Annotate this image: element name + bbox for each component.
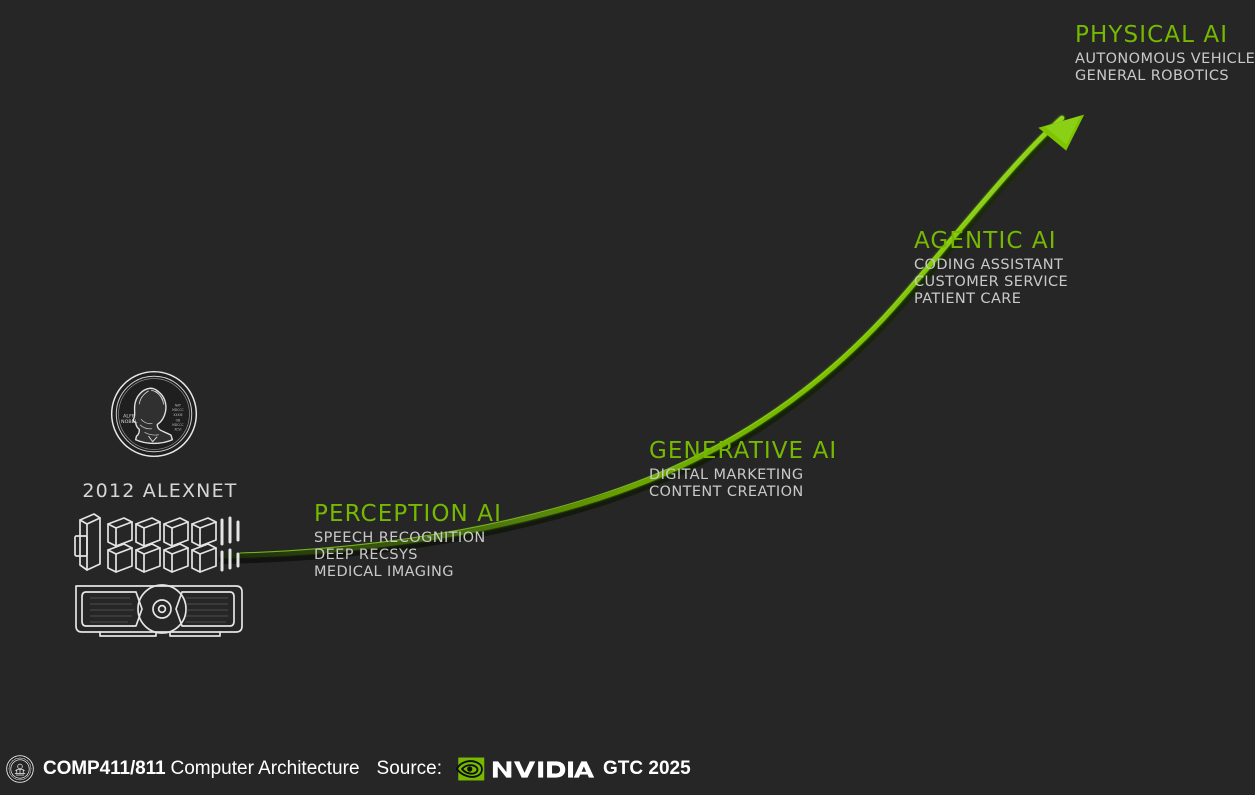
stage-item: CODING ASSISTANT — [914, 257, 1064, 273]
stage-title: AGENTIC AI — [914, 228, 1057, 254]
svg-text:NOBEL: NOBEL — [121, 419, 138, 425]
nvidia-wordmark — [492, 760, 595, 778]
svg-text:XCVI: XCVI — [174, 428, 181, 432]
course-name: Computer Architecture — [170, 758, 360, 779]
stage-item: SPEECH RECOGNITION — [314, 530, 486, 546]
stage-title: GENERATIVE AI — [649, 438, 838, 464]
stage-item: DEEP RECSYS — [314, 547, 418, 564]
stage-title: PHYSICAL AI — [1075, 22, 1229, 48]
svg-text:NAT: NAT — [175, 404, 181, 408]
svg-text:XXXIII: XXXIII — [173, 413, 182, 417]
stage-perception-ai: PERCEPTION AI SPEECH RECOGNITION DEEP RE… — [314, 503, 502, 581]
stage-item: AUTONOMOUS VEHICLES — [1075, 51, 1255, 67]
stage-item: PATIENT CARE — [914, 291, 1022, 308]
stage-item-list: AUTONOMOUS VEHICLES GENERAL ROBOTICS — [1075, 51, 1255, 85]
stage-title: PERCEPTION AI — [314, 501, 502, 527]
stage-item-list: DIGITAL MARKETING CONTENT CREATION — [649, 467, 837, 501]
svg-text:MDCCC: MDCCC — [172, 423, 184, 427]
arrowhead-icon — [1038, 114, 1085, 151]
stage-generative-ai: GENERATIVE AI DIGITAL MARKETING CONTENT … — [649, 440, 837, 501]
nvidia-logo — [455, 756, 595, 782]
nobel-medal-icon: ALFR NOBEL NAT MDCCC XXXIII OB MDCCC XCV… — [108, 368, 200, 460]
source-label: Source: — [376, 758, 442, 779]
stage-item: MEDICAL IMAGING — [314, 564, 454, 581]
stage-item: GENERAL ROBOTICS — [1075, 68, 1229, 85]
unc-seal-icon — [6, 755, 34, 783]
slide-footer: COMP411/811 Computer Architecture Source… — [6, 749, 691, 789]
stage-item-list: SPEECH RECOGNITION DEEP RECSYS MEDICAL I… — [314, 530, 502, 581]
gpu-hardware-sketch-icon — [70, 508, 246, 638]
stage-physical-ai: PHYSICAL AI AUTONOMOUS VEHICLES GENERAL … — [1075, 24, 1255, 85]
stage-agentic-ai: AGENTIC AI CODING ASSISTANT CUSTOMER SER… — [914, 230, 1068, 308]
svg-text:MDCCC: MDCCC — [172, 408, 184, 412]
nvidia-eye-logo-icon — [455, 757, 485, 781]
course-code: COMP411/811 — [43, 758, 166, 779]
stage-item: CUSTOMER SERVICE — [914, 274, 1069, 291]
stage-item: DIGITAL MARKETING — [649, 467, 804, 483]
event-name: GTC 2025 — [603, 758, 691, 779]
svg-text:OB: OB — [176, 418, 181, 422]
stage-item: CONTENT CREATION — [649, 484, 804, 501]
stage-item-list: CODING ASSISTANT CUSTOMER SERVICE PATIEN… — [914, 257, 1068, 308]
svg-text:ALFR: ALFR — [123, 414, 136, 420]
alexnet-caption: 2012 ALEXNET — [82, 480, 238, 502]
